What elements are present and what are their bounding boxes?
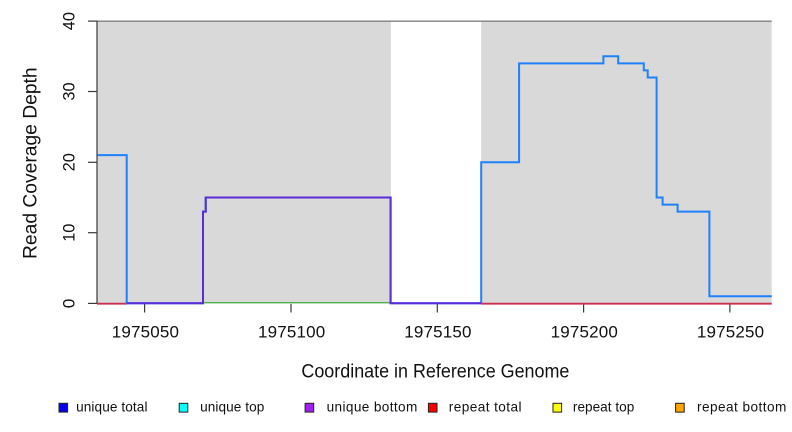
svg-text:1975100: 1975100 (258, 323, 325, 342)
svg-text:unique top: unique top (200, 400, 264, 415)
svg-text:0: 0 (60, 299, 79, 309)
svg-text:10: 10 (60, 224, 79, 242)
svg-text:20: 20 (60, 153, 79, 171)
svg-text:repeat bottom: repeat bottom (697, 400, 786, 415)
svg-text:unique total: unique total (76, 400, 147, 415)
svg-text:Read Coverage Depth: Read Coverage Depth (21, 67, 42, 259)
svg-text:unique bottom: unique bottom (327, 400, 418, 415)
svg-text:1975200: 1975200 (551, 323, 618, 342)
svg-text:40: 40 (60, 12, 79, 30)
svg-text:1975150: 1975150 (404, 323, 471, 342)
svg-text:30: 30 (60, 82, 79, 100)
svg-text:Coordinate in Reference Genome: Coordinate in Reference Genome (301, 362, 569, 383)
svg-text:repeat total: repeat total (449, 400, 522, 415)
svg-text:1975050: 1975050 (112, 323, 179, 342)
svg-text:repeat top: repeat top (573, 400, 634, 415)
svg-text:1975250: 1975250 (697, 323, 764, 342)
